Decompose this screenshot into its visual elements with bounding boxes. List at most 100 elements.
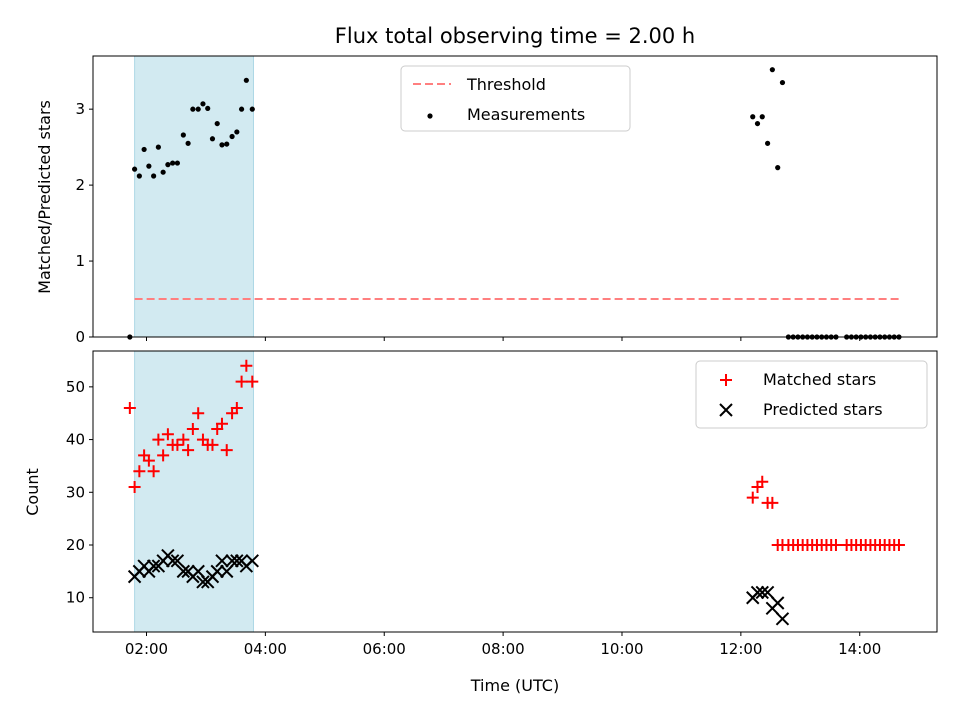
predicted-legend-marker (719, 403, 733, 417)
top-ytick-label: 2 (75, 176, 85, 194)
matched-star-point (235, 375, 248, 388)
matched-star-point (246, 375, 259, 388)
matched-star-point (182, 444, 195, 457)
top-legend-box (400, 65, 631, 132)
matched-star-point (142, 454, 155, 467)
predicted-star-point (146, 559, 161, 573)
bot-ytick-label: 10 (66, 589, 85, 607)
predicted-star-point (775, 612, 790, 626)
measurement-point (209, 136, 216, 142)
predicted-star-point (230, 554, 244, 568)
matched-star-point (128, 481, 141, 494)
measurement-point (146, 163, 152, 169)
measurement-point (243, 77, 249, 83)
predicted-star-point (750, 585, 765, 600)
matched-star-point (123, 401, 136, 414)
top-observing-window (134, 55, 254, 338)
predicted-star-point (176, 564, 191, 579)
measurement-point (190, 106, 196, 112)
matched-star-point (157, 449, 170, 462)
matched-star-point (171, 438, 184, 451)
measurement-point (234, 129, 240, 135)
measurement-point (779, 79, 786, 86)
predicted-star-point (215, 554, 229, 568)
matched-star-point (766, 496, 779, 509)
measurement-point (200, 101, 206, 107)
bottom-legend-box (695, 360, 928, 429)
matched-legend-marker (720, 374, 732, 386)
predicted-star-point (245, 554, 259, 568)
matched-star-point (177, 433, 190, 446)
measurement-point (141, 146, 147, 153)
xtick-label: 06:00 (363, 640, 406, 658)
matched-star-point (215, 417, 228, 430)
predicted-star-point (165, 554, 180, 568)
measurement-point (132, 166, 138, 172)
measurement-point (155, 144, 161, 150)
measurement-point (170, 160, 176, 166)
predicted-star-point (225, 554, 239, 568)
bottom-axes: 10 20 30 40 50 02:00 04:00 06:00 08:00 10:00 12:0… (23, 350, 938, 695)
measurement-point (775, 165, 781, 171)
measurements-legend-label: Measurements (467, 105, 585, 124)
predicted-star-point (755, 585, 769, 600)
measurement-point (136, 173, 142, 179)
predicted-star-point (220, 564, 234, 579)
xtick-label: 14:00 (838, 640, 881, 658)
bottom-legend: Matched stars Predicted stars (695, 360, 928, 429)
matched-star-point (186, 423, 199, 436)
x-axis-label: Time (UTC) (470, 676, 559, 695)
top-ytick-label: 1 (75, 252, 85, 270)
measurement-point (180, 132, 186, 138)
measurement-point (219, 142, 225, 148)
xtick-label: 12:00 (719, 640, 762, 658)
matched-star-point (746, 491, 759, 504)
measurement-point (765, 140, 771, 146)
bot-ytick-label: 50 (66, 378, 85, 396)
xtick-label: 08:00 (481, 640, 524, 658)
matched-star-point (192, 407, 205, 420)
predicted-star-point (196, 575, 210, 589)
measurement-point (174, 160, 180, 166)
matched-star-point (220, 444, 233, 457)
matched-star-point (152, 433, 165, 446)
top-axes: 0 1 2 3 Matched/Predicted stars Threshold M… (35, 55, 938, 346)
bot-ytick-label: 40 (66, 431, 85, 449)
measurement-point (754, 120, 761, 127)
measurement-point (759, 114, 765, 120)
bot-ytick-label: 30 (66, 483, 85, 501)
xtick-label: 10:00 (600, 640, 643, 658)
xtick-label: 02:00 (125, 640, 168, 658)
top-ytick-label: 0 (75, 328, 85, 346)
measurement-point (229, 133, 235, 140)
measurement-point (750, 114, 756, 120)
measurement-point (165, 162, 171, 168)
top-axes-frame (92, 55, 938, 338)
measurement-point (195, 106, 201, 112)
measurement-point (238, 106, 245, 112)
bot-ytick-label: 20 (66, 536, 85, 554)
predicted-star-point (210, 564, 224, 579)
predicted-star-point (760, 585, 775, 600)
predicted-legend-label: Predicted stars (763, 400, 883, 419)
matched-legend-label: Matched stars (763, 370, 876, 389)
top-legend: Threshold Measurements (400, 65, 631, 132)
matched-star-point (829, 539, 842, 552)
matched-star-point (230, 401, 243, 414)
top-ytick-label: 3 (75, 100, 85, 118)
matched-star-point (240, 359, 253, 372)
measurement-point (214, 120, 220, 127)
predicted-star-point (170, 554, 185, 568)
measurement-point (151, 173, 157, 179)
bottom-y-axis-label: Count (23, 468, 42, 516)
measurement-point (205, 105, 211, 112)
measurement-point (160, 169, 166, 175)
matched-star-point (147, 465, 160, 478)
threshold-legend-label: Threshold (466, 75, 546, 94)
chart-title: Flux total observing time = 2.00 h (335, 24, 695, 48)
measurement-point (769, 67, 775, 73)
measurement-point (224, 141, 230, 147)
measurements-legend-marker (427, 113, 433, 119)
matched-star-point (756, 475, 769, 488)
